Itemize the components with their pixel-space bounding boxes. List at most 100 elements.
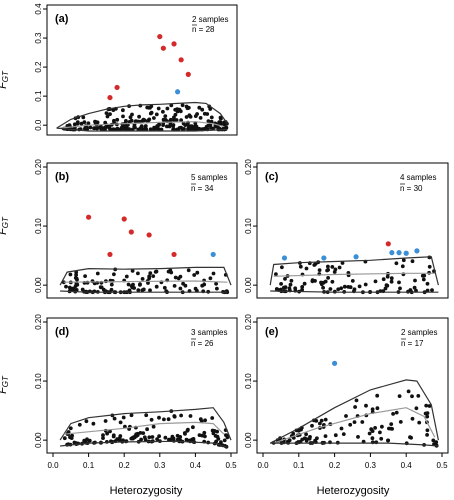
panel-d-point xyxy=(179,413,184,418)
panel-b-samples: 5 samples xyxy=(191,173,227,182)
panel-d-xtick-label: 0.5 xyxy=(225,461,237,470)
panel-b-point xyxy=(173,275,178,280)
panel-e-point xyxy=(417,420,422,425)
panel-d-point xyxy=(111,433,116,438)
panel-c-point xyxy=(412,285,417,290)
panel-b-point xyxy=(195,270,200,275)
panel-c-outlier-blue xyxy=(403,250,409,256)
panel-a-point xyxy=(92,126,96,131)
panel-b-outlier-red xyxy=(86,214,92,220)
panel-c-outlier-blue xyxy=(389,250,395,256)
panel-a-point xyxy=(82,120,87,125)
panel-a-point xyxy=(108,127,112,132)
panel-d-ytick-label: 0.00 xyxy=(34,432,43,448)
panel-c-point xyxy=(410,259,415,264)
panel-b-point xyxy=(98,285,103,290)
panel-c-point xyxy=(328,287,333,291)
panel-a-ytick-label: 0.4 xyxy=(34,3,43,15)
panel-d-plot: 0.00 0.10 0.20 0.0 0.1 0.2 0.3 0.4 0.5 xyxy=(34,314,238,470)
panel-a-point xyxy=(128,119,132,124)
panel-c-point xyxy=(397,280,401,285)
panel-a-point xyxy=(161,109,165,114)
panel-b: (b) 5 samples n = 34 FGT xyxy=(0,171,227,235)
panel-b-ytick-label: 0.20 xyxy=(34,159,43,175)
panel-b-point xyxy=(178,286,183,291)
panel-a-outlier-blue xyxy=(175,89,181,95)
panel-a-ylabel: FGT xyxy=(0,70,10,89)
panel-a-n: n = 28 xyxy=(192,25,215,34)
panel-e-point xyxy=(380,424,384,429)
panel-a-point xyxy=(171,127,176,132)
panel-a-point xyxy=(177,107,182,112)
panel-d-point xyxy=(155,437,160,441)
panel-c-outlier-blue xyxy=(281,255,288,261)
panel-b-point xyxy=(214,281,219,286)
panel-d-point xyxy=(82,438,87,443)
panel-c-point xyxy=(288,282,293,287)
panel-d-point xyxy=(172,414,177,418)
panel-d-point xyxy=(145,427,150,432)
panel-e-point xyxy=(348,422,353,427)
panel-c-point xyxy=(385,283,390,288)
panel-d-point xyxy=(85,437,89,442)
panel-a-point xyxy=(195,112,200,116)
panel-a-point xyxy=(184,115,189,119)
panel-d-point xyxy=(167,437,171,442)
panel-a-point xyxy=(209,125,213,130)
panel-e-point xyxy=(319,418,324,423)
panel-b-point xyxy=(95,271,100,276)
panel-a-point xyxy=(111,108,116,112)
panel-b-label: (b) xyxy=(55,171,69,183)
panel-d-point xyxy=(77,422,82,427)
panel-b-envelope-median xyxy=(63,280,228,283)
panel-a-outlier-red xyxy=(171,41,177,47)
panel-c-point xyxy=(280,265,284,270)
panel-b-outlier-red xyxy=(107,251,113,258)
panel-e-point xyxy=(390,427,394,431)
panel-c-plot: 0.00 0.10 0.20 xyxy=(244,159,449,299)
panel-e-point xyxy=(323,434,328,438)
panel-b-point xyxy=(68,272,73,277)
panel-e-point xyxy=(431,438,436,443)
panel-a-envelope-median xyxy=(60,121,225,129)
panel-d-ytick-label: 0.20 xyxy=(34,314,43,330)
panel-b-plot: 0.00 0.10 0.20 xyxy=(34,159,238,299)
panel-d-point xyxy=(68,426,73,431)
panel-e-xtick-label: 0.0 xyxy=(257,461,269,470)
panel-e-point xyxy=(341,432,346,436)
panel-a-point xyxy=(88,125,93,130)
panel-a-point xyxy=(126,127,131,131)
panel-d-point xyxy=(142,435,147,440)
panel-a-plot: 0.0 0.1 0.2 0.3 0.4 xyxy=(34,3,238,136)
panel-c-point xyxy=(326,268,330,272)
panel-a-point xyxy=(152,116,156,120)
panel-b-point xyxy=(140,288,145,293)
panel-a-point xyxy=(169,103,174,108)
panel-d-point xyxy=(103,419,108,423)
panel-d-point xyxy=(183,432,187,436)
panel-e-point xyxy=(354,398,359,403)
panel-e-point xyxy=(394,410,399,415)
panel-a-point xyxy=(154,112,159,117)
panel-e-point xyxy=(373,426,377,430)
plot-layer: 0.00.10.20.30.40.000.100.200.000.100.200… xyxy=(34,3,449,470)
panel-e-point xyxy=(323,417,328,422)
panel-c-point xyxy=(425,288,430,293)
panel-b-point xyxy=(154,284,159,289)
panel-d-point xyxy=(191,437,196,441)
panel-a-outlier-red xyxy=(178,57,184,63)
panel-a-ytick-label: 0.3 xyxy=(34,32,43,44)
panel-d-point xyxy=(151,424,156,429)
panel-c-point xyxy=(300,285,305,289)
panel-d-point xyxy=(170,434,175,439)
panel-d-point xyxy=(166,417,171,422)
panel-d-point xyxy=(157,434,162,439)
panel-d-xtick-label: 0.0 xyxy=(47,461,59,470)
panel-e-point xyxy=(389,422,394,426)
panel-c-point xyxy=(413,278,417,283)
panel-c-point xyxy=(330,265,335,269)
panel-a-point xyxy=(165,124,169,129)
panel-c-outlier-blue xyxy=(321,255,327,261)
panel-b-outlier-red xyxy=(121,216,127,222)
panel-a-point xyxy=(197,105,202,110)
